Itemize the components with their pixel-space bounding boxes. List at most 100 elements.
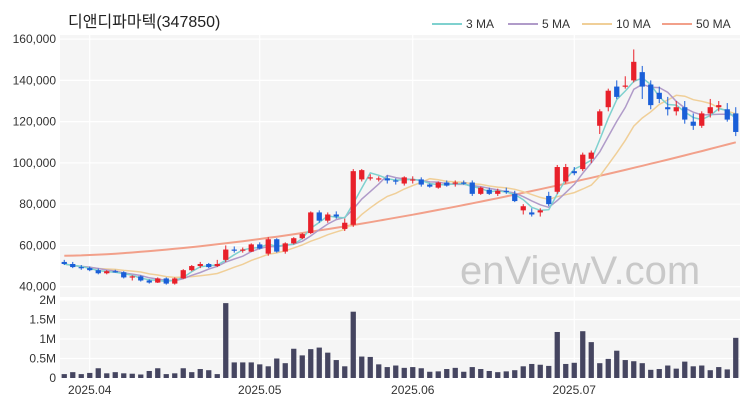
- candle-body: [78, 267, 84, 269]
- candle-body: [435, 182, 441, 188]
- price-panel: [60, 35, 740, 297]
- volume-y-tick: 1.5M: [29, 313, 56, 327]
- candle-body: [240, 249, 246, 251]
- x-ticks: 2025.04 2025.05 2025.06 2025.07: [68, 383, 596, 397]
- candle-body: [197, 263, 203, 267]
- volume-bar: [520, 366, 526, 378]
- price-y-tick: 80,000: [19, 197, 56, 211]
- volume-bar: [639, 363, 645, 378]
- volume-bar: [214, 374, 220, 378]
- candle-body: [427, 184, 433, 187]
- volume-bar: [733, 337, 739, 378]
- volume-bar: [359, 356, 365, 378]
- candle-body: [605, 90, 611, 108]
- volume-bar: [690, 366, 696, 378]
- volume-bar: [401, 367, 407, 378]
- candle-body: [418, 179, 424, 185]
- candle-body: [724, 109, 730, 120]
- candle-body: [588, 152, 594, 159]
- price-gridlines: [60, 35, 740, 297]
- candle-body: [189, 266, 195, 271]
- volume-bar: [588, 342, 594, 378]
- volume-bar: [486, 370, 492, 378]
- volume-bar: [393, 365, 399, 378]
- volume-bar: [265, 366, 271, 378]
- chart-title: 디앤디파마텍(347850): [68, 13, 220, 31]
- candle-body: [129, 276, 135, 278]
- candle-body: [571, 171, 577, 174]
- volume-bar: [716, 367, 722, 378]
- volume-bar: [469, 367, 475, 378]
- candle-body: [308, 212, 314, 234]
- candle-body: [733, 113, 739, 132]
- volume-bar: [155, 368, 161, 378]
- candle-body: [291, 238, 297, 244]
- volume-bar: [61, 374, 67, 378]
- volume-bar: [121, 373, 127, 378]
- price-y-tick: 60,000: [19, 238, 56, 252]
- candle-body: [87, 268, 93, 271]
- candle-body: [257, 244, 263, 249]
- volume-bar: [87, 372, 93, 378]
- candle-body: [376, 178, 382, 180]
- volume-bar: [418, 368, 424, 378]
- volume-bar: [172, 373, 178, 378]
- volume-bar: [231, 362, 237, 378]
- volume-y-tick: 0.5M: [29, 352, 56, 366]
- legend-label-50ma: 50 MA: [696, 17, 731, 31]
- volume-bar: [699, 365, 705, 378]
- candle-body: [112, 271, 118, 273]
- candle-body: [631, 61, 637, 81]
- volume-bar: [78, 374, 84, 378]
- candle-body: [325, 214, 331, 221]
- candle-body: [656, 92, 662, 99]
- candle-body: [639, 72, 645, 87]
- price-y-tick: 40,000: [19, 280, 56, 294]
- volume-bar: [571, 362, 577, 378]
- candle-body: [265, 239, 271, 254]
- volume-bar: [656, 369, 662, 378]
- candle-body: [648, 84, 654, 106]
- volume-bar: [673, 368, 679, 378]
- candle-body: [138, 276, 144, 281]
- volume-bar: [112, 372, 118, 378]
- candle-body: [580, 154, 586, 170]
- x-tick-label: 2025.07: [553, 383, 597, 397]
- volume-bar: [384, 367, 390, 378]
- candle-body: [342, 222, 348, 229]
- candle-body: [537, 210, 543, 213]
- volume-bar: [605, 358, 611, 378]
- candle-body: [554, 167, 560, 192]
- candle-body: [299, 234, 305, 239]
- candle-body: [461, 182, 467, 184]
- volume-bar: [325, 352, 331, 378]
- candle-body: [673, 107, 679, 112]
- candle-body: [95, 270, 101, 274]
- candle-body: [121, 272, 127, 278]
- volume-bar: [529, 363, 535, 378]
- volume-bar: [724, 369, 730, 378]
- volume-bars: [61, 303, 739, 378]
- volume-y-tick: 1M: [39, 332, 56, 346]
- volume-bar: [597, 363, 603, 378]
- candle-body: [163, 278, 169, 284]
- legend: 3 MA 5 MA 10 MA 50 MA: [432, 17, 731, 31]
- volume-bar: [410, 367, 416, 378]
- candle-body: [401, 177, 407, 184]
- x-tick-label: 2025.05: [238, 383, 282, 397]
- candle-body: [410, 179, 416, 181]
- candle-body: [682, 107, 688, 120]
- volume-y-ticks: 0 0.5M 1M 1.5M 2M: [29, 293, 56, 385]
- candle-body: [180, 270, 186, 279]
- volume-y-tick: 2M: [39, 293, 56, 307]
- candle-body: [614, 86, 620, 97]
- volume-bar: [614, 350, 620, 378]
- volume-bar: [495, 372, 501, 378]
- candle-body: [699, 113, 705, 126]
- candle-body: [274, 239, 280, 252]
- volume-bar: [665, 365, 671, 378]
- volume-bar: [376, 364, 382, 378]
- volume-bar: [622, 360, 628, 378]
- volume-bar: [197, 369, 203, 378]
